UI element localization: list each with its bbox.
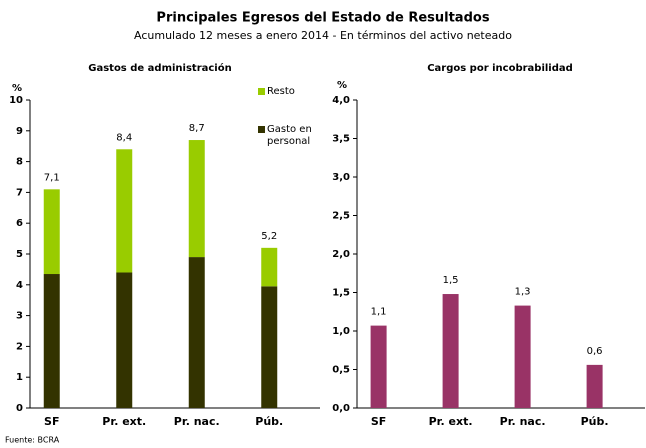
- x-tick-label: Pr. ext.: [429, 415, 473, 428]
- x-tick-label: Púb.: [581, 415, 609, 428]
- y-tick-label: 4: [16, 280, 23, 291]
- x-tick-label: SF: [44, 415, 59, 428]
- y-axis-label: %: [337, 80, 347, 91]
- bar-segment: [116, 149, 133, 273]
- chart-title: Gastos de administración: [88, 62, 231, 74]
- legend-label: Resto: [267, 86, 295, 97]
- value-label: 0,6: [587, 346, 603, 357]
- bar: [442, 294, 459, 408]
- y-tick-label: 6: [16, 218, 23, 229]
- y-tick-label: 1,5: [332, 288, 350, 299]
- legend-swatch: [258, 88, 265, 95]
- y-tick-label: 9: [16, 126, 23, 137]
- total-label: 5,2: [261, 231, 277, 242]
- value-label: 1,1: [371, 307, 387, 318]
- y-tick-label: 3,5: [332, 134, 350, 145]
- y-tick-label: 2,5: [332, 211, 350, 222]
- total-label: 7,1: [44, 172, 60, 183]
- bar-segment: [43, 189, 60, 275]
- y-tick-label: 8: [16, 157, 23, 168]
- legend-swatch: [258, 126, 265, 133]
- y-tick-label: 3,0: [332, 172, 350, 183]
- y-tick-label: 1: [16, 372, 23, 383]
- x-tick-label: Púb.: [255, 415, 283, 428]
- y-tick-label: 0: [16, 403, 23, 414]
- main-title: Principales Egresos del Estado de Result…: [156, 11, 489, 26]
- y-tick-label: 3: [16, 311, 23, 322]
- y-tick-label: 0,0: [332, 403, 350, 414]
- x-tick-label: SF: [371, 415, 386, 428]
- source: Fuente: BCRA: [5, 436, 60, 445]
- y-tick-label: 10: [9, 95, 23, 106]
- total-label: 8,4: [116, 132, 132, 143]
- bar: [586, 364, 603, 408]
- value-label: 1,5: [443, 275, 459, 286]
- x-tick-label: Pr. nac.: [500, 415, 546, 428]
- bar: [514, 305, 531, 408]
- y-tick-label: 7: [16, 187, 23, 198]
- bar-segment: [43, 274, 60, 408]
- y-tick-label: 2,0: [332, 249, 350, 260]
- bar: [370, 325, 387, 408]
- chart-title: Cargos por incobrabilidad: [427, 63, 573, 74]
- value-label: 1,3: [515, 287, 531, 298]
- bar-segment: [188, 140, 205, 258]
- y-tick-label: 4,0: [332, 95, 350, 106]
- legend-label: Gasto en personal: [267, 124, 312, 147]
- subtitle: Acumulado 12 meses a enero 2014 - En tér…: [134, 29, 512, 42]
- y-tick-label: 2: [16, 341, 23, 352]
- y-tick-label: 1,0: [332, 326, 350, 337]
- bar-segment: [261, 247, 278, 287]
- total-label: 8,7: [189, 123, 205, 134]
- bar-segment: [188, 257, 205, 408]
- x-tick-label: Pr. ext.: [102, 415, 146, 428]
- y-tick-label: 0,5: [332, 365, 350, 376]
- bar-segment: [116, 272, 133, 408]
- bar-segment: [261, 286, 278, 408]
- y-tick-label: 5: [16, 249, 23, 260]
- x-tick-label: Pr. nac.: [174, 415, 220, 428]
- y-axis-label: %: [12, 83, 22, 94]
